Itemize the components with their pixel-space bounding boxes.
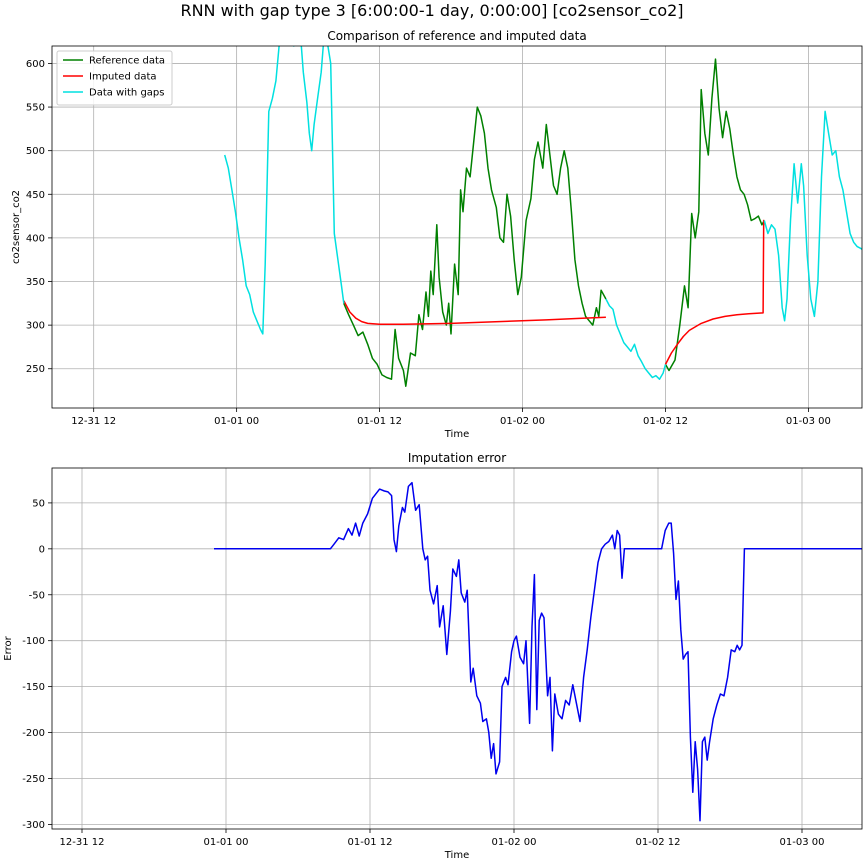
y-tick-label: -100 bbox=[22, 636, 45, 647]
y-tick-label: 250 bbox=[26, 364, 45, 375]
axes-title: Imputation error bbox=[408, 451, 506, 465]
y-tick-label: 600 bbox=[26, 59, 45, 70]
x-tick-label: 01-01 00 bbox=[214, 416, 259, 427]
y-tick-label: 450 bbox=[26, 190, 45, 201]
y-tick-label: 500 bbox=[26, 146, 45, 157]
y-tick-label: -150 bbox=[22, 682, 45, 693]
series-line bbox=[214, 481, 862, 822]
y-axis-label: co2sensor_co2 bbox=[11, 190, 22, 264]
series-line bbox=[664, 219, 765, 365]
x-tick-label: 01-02 00 bbox=[492, 837, 537, 848]
axes-frame bbox=[51, 467, 863, 830]
series-line bbox=[343, 300, 606, 326]
legend: Reference data Imputed data Data with gaps bbox=[56, 50, 173, 106]
chart-1: 12-31 12 01-01 00 01-01 12 01-02 00 01-02 12… bbox=[11, 29, 863, 440]
x-tick-label: 01-01 12 bbox=[357, 416, 402, 427]
series-line bbox=[605, 298, 667, 380]
legend-label: Data with gaps bbox=[89, 88, 164, 99]
x-tick-label: 01-02 12 bbox=[636, 837, 681, 848]
chart-2: 12-31 12 01-01 00 01-01 12 01-02 00 01-02 12… bbox=[3, 451, 863, 861]
y-tick-label: -250 bbox=[22, 774, 45, 785]
series-line bbox=[343, 106, 607, 387]
series-line bbox=[763, 110, 862, 322]
series-group bbox=[214, 481, 862, 822]
y-tick-label: -300 bbox=[22, 820, 45, 831]
axes-frame bbox=[51, 45, 863, 409]
x-tick-label: 01-03 00 bbox=[786, 416, 831, 427]
y-tick-label: 50 bbox=[32, 498, 45, 509]
y-axis-label: Error bbox=[3, 635, 14, 660]
x-tick-label: 01-01 12 bbox=[348, 837, 393, 848]
y-tick-label: -200 bbox=[22, 728, 45, 739]
series-group bbox=[223, 46, 862, 387]
y-tick-label: 400 bbox=[26, 233, 45, 244]
legend-label: Imputed data bbox=[89, 72, 157, 83]
axes-title: Comparison of reference and imputed data bbox=[327, 29, 586, 43]
series-line bbox=[664, 58, 765, 372]
y-tick-label: 550 bbox=[26, 103, 45, 114]
x-tick-label: 12-31 12 bbox=[71, 416, 116, 427]
legend-label: Reference data bbox=[89, 56, 165, 67]
x-tick-label: 01-02 00 bbox=[500, 416, 545, 427]
y-tick-label: 0 bbox=[39, 544, 45, 555]
y-tick-label: 350 bbox=[26, 277, 45, 288]
x-tick-label: 01-02 12 bbox=[643, 416, 688, 427]
y-tick-label: -50 bbox=[29, 590, 45, 601]
y-tick-label: 300 bbox=[26, 321, 45, 332]
x-tick-label: 01-03 00 bbox=[780, 837, 825, 848]
x-axis-label: Time bbox=[444, 429, 469, 440]
x-tick-label: 12-31 12 bbox=[60, 837, 105, 848]
series-line bbox=[223, 46, 345, 335]
figure-title: RNN with gap type 3 [6:00:00-1 day, 0:00… bbox=[180, 1, 683, 21]
x-axis-label: Time bbox=[444, 850, 469, 861]
x-tick-label: 01-01 00 bbox=[204, 837, 249, 848]
legend-box bbox=[56, 50, 173, 106]
